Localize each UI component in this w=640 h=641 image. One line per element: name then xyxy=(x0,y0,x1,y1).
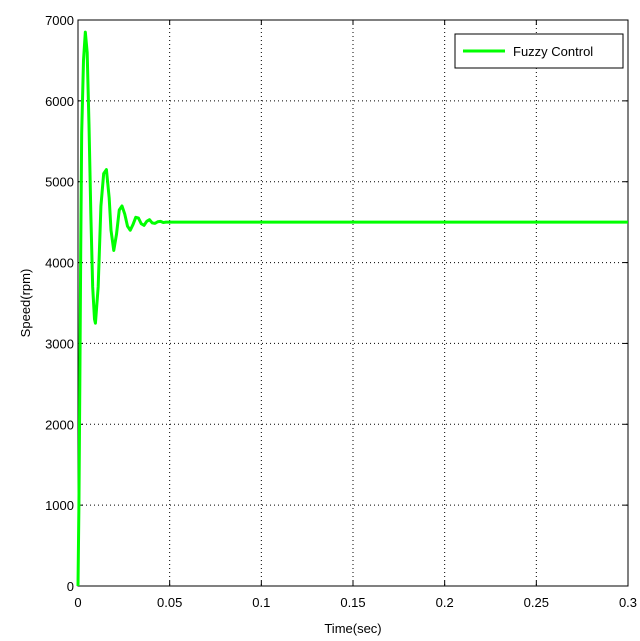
x-tick-label: 0.3 xyxy=(619,595,637,610)
y-tick-label: 1000 xyxy=(45,498,74,513)
y-tick-label: 4000 xyxy=(45,256,74,271)
legend-label: Fuzzy Control xyxy=(513,44,593,59)
y-tick-label: 3000 xyxy=(45,336,74,351)
series-layer xyxy=(76,30,628,587)
x-tick-label: 0.15 xyxy=(340,595,365,610)
y-tick-label: 6000 xyxy=(45,94,74,109)
x-tick-label: 0 xyxy=(74,595,81,610)
tick-labels: 0 0.05 0.1 0.15 0.2 0.25 0.3 0 1000 2000 3000 4000 5… xyxy=(45,13,637,610)
y-tick-label: 2000 xyxy=(45,417,74,432)
plot-area xyxy=(78,20,628,586)
x-tick-label: 0.1 xyxy=(252,595,270,610)
x-tick-label: 0.05 xyxy=(157,595,182,610)
series-line xyxy=(76,30,628,587)
y-tick-label: 5000 xyxy=(45,175,74,190)
y-axis-title: Speed(rpm) xyxy=(18,269,33,338)
x-axis-title: Time(sec) xyxy=(324,621,381,636)
x-tick-label: 0.25 xyxy=(524,595,549,610)
legend: Fuzzy Control xyxy=(454,33,624,69)
y-tick-label: 7000 xyxy=(45,13,74,28)
y-tick-label: 0 xyxy=(67,579,74,594)
x-tick-label: 0.2 xyxy=(436,595,454,610)
